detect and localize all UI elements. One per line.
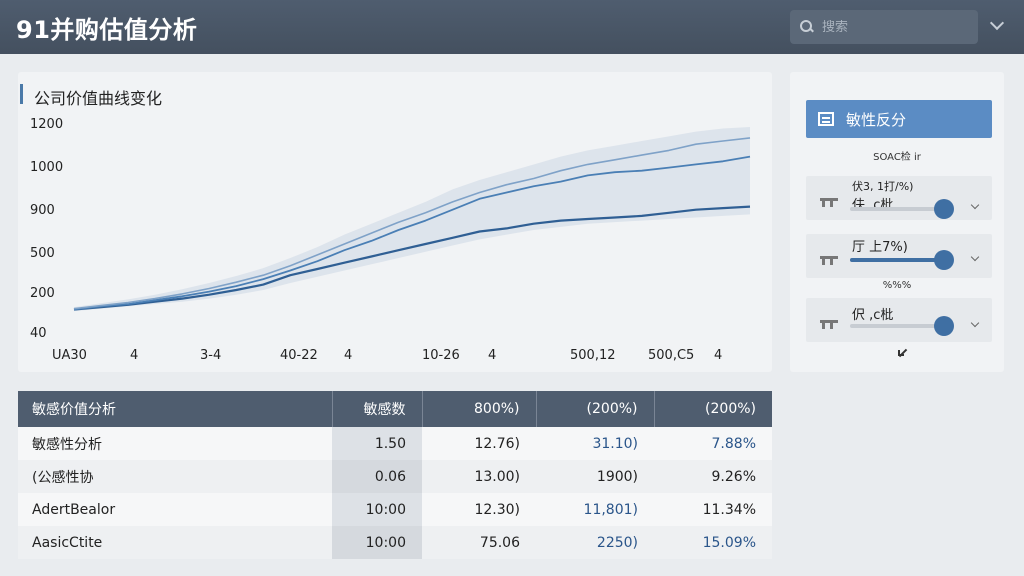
column-header[interactable]: 800%) <box>421 391 536 427</box>
slider-knob-3[interactable] <box>934 316 954 336</box>
slider-track-2[interactable] <box>850 258 952 262</box>
table-cell: 2250) <box>536 526 654 559</box>
table-cell: 31.10) <box>536 427 654 460</box>
slider-icon <box>820 256 838 266</box>
sensitivity-button-label: 敏性反分 <box>846 110 907 129</box>
search-box[interactable] <box>790 10 978 44</box>
x-tick-label: 4 <box>488 348 496 363</box>
table-row[interactable]: 敏感性分析 1.50 12.76) 31.10) 7.88% <box>18 427 772 460</box>
sensitivity-button[interactable]: 敏性反分 <box>806 100 992 138</box>
x-tick-label: 4 <box>130 348 138 363</box>
table-cell: 12.76) <box>422 427 536 460</box>
sensitivity-panel: 敏性反分 SOAC检 ir 伏3, 1打/%) 伕 ,c枇 厅 上7%) %%%… <box>790 72 1004 372</box>
column-header[interactable]: (200%) <box>653 391 772 427</box>
table-cell: 9.26% <box>654 460 772 493</box>
slider-knob-2[interactable] <box>934 250 954 270</box>
panel-caption: SOAC检 ir <box>873 152 921 163</box>
x-tick-label: 40-22 <box>280 348 318 363</box>
chevron-down-icon[interactable] <box>970 202 980 212</box>
app-header: 91并购估值分析 <box>0 0 1024 54</box>
x-tick-label: 4 <box>344 348 352 363</box>
app-title: 91并购估值分析 <box>16 15 198 44</box>
confidence-band <box>74 127 750 312</box>
title-accent-bar <box>20 84 23 104</box>
x-tick-label: UA30 <box>52 348 87 363</box>
document-icon <box>818 112 834 126</box>
slider-icon <box>820 320 838 330</box>
table-cell: AasicCtite <box>18 526 332 559</box>
table-row[interactable]: (公感性协 0.06 13.00) 1900) 9.26% <box>18 460 772 493</box>
slider-card-2: 厅 上7%) <box>806 234 992 278</box>
column-header[interactable]: 敏感数 <box>331 391 422 427</box>
chevron-down-icon[interactable] <box>970 320 980 330</box>
series-line-1 <box>73 205 751 311</box>
x-tick-label: 500,C5 <box>648 348 694 363</box>
table-cell: 75.06 <box>422 526 536 559</box>
slider-fill <box>850 258 942 262</box>
chevron-down-icon[interactable] <box>990 18 1004 32</box>
slider-track-3[interactable] <box>850 324 952 328</box>
sensitivity-table: 敏感价值分析 敏感数 800%) (200%) (200%) 敏感性分析 1.5… <box>18 391 772 559</box>
table-cell: 0.06 <box>332 460 422 493</box>
search-input[interactable] <box>822 19 962 35</box>
y-tick-label: 1000 <box>30 160 63 175</box>
table-cell: 10:00 <box>332 493 422 526</box>
table-cell: 15.09% <box>654 526 772 559</box>
slider-card-1: 伏3, 1打/%) 伕 ,c枇 <box>806 176 992 220</box>
x-tick-label: 3-4 <box>200 348 221 363</box>
series-line-2 <box>73 155 751 311</box>
slider-label-1: 伏3, 1打/%) <box>852 180 914 193</box>
search-icon[interactable] <box>800 20 814 34</box>
chevron-down-icon[interactable] <box>970 254 980 264</box>
y-tick-label: 500 <box>30 246 55 261</box>
y-tick-label: 1200 <box>30 117 63 132</box>
column-header[interactable]: 敏感价值分析 <box>18 391 332 427</box>
slider-label-3: 伬 ,c枇 <box>852 308 894 323</box>
table-row[interactable]: AasicCtite 10:00 75.06 2250) 15.09% <box>18 526 772 559</box>
table-header-row: 敏感价值分析 敏感数 800%) (200%) (200%) <box>18 391 772 427</box>
table-cell: 13.00) <box>422 460 536 493</box>
table-cell: 12.30) <box>422 493 536 526</box>
x-tick-label: 4 <box>714 348 722 363</box>
slider-track-1[interactable] <box>850 207 952 211</box>
panel-caption-mid: %%% <box>882 280 912 291</box>
slider-card-3: 伬 ,c枇 <box>806 298 992 342</box>
cursor-icon <box>898 348 908 358</box>
table-cell: (公感性协 <box>18 460 332 493</box>
chart-panel: 公司价值曲线变化 1200 1000 900 500 200 40 UA30 4 3-4 40-2… <box>18 72 772 372</box>
table-cell: 7.88% <box>654 427 772 460</box>
slider-icon <box>820 198 838 208</box>
slider-knob-1[interactable] <box>934 199 954 219</box>
table-row[interactable]: AdertBealor 10:00 12.30) 11,801) 11.34% <box>18 493 772 526</box>
table-cell: AdertBealor <box>18 493 332 526</box>
y-tick-label: 200 <box>30 286 55 301</box>
value-line-chart: 1200 1000 900 500 200 40 UA30 4 3-4 40-22 4 10-26 4 5… <box>30 117 751 363</box>
y-tick-label: 900 <box>30 203 55 218</box>
table-cell: 1.50 <box>332 427 422 460</box>
table-cell: 1900) <box>536 460 654 493</box>
column-header[interactable]: (200%) <box>535 391 654 427</box>
table-cell: 敏感性分析 <box>18 427 332 460</box>
x-tick-label: 10-26 <box>422 348 460 363</box>
table-cell: 11.34% <box>654 493 772 526</box>
table-cell: 11,801) <box>536 493 654 526</box>
slider-label-2: 厅 上7%) <box>852 240 908 255</box>
table-cell: 10:00 <box>332 526 422 559</box>
chart-title: 公司价值曲线变化 <box>34 89 163 108</box>
y-tick-label: 40 <box>30 326 47 341</box>
x-tick-label: 500,12 <box>570 348 616 363</box>
series-line-3 <box>73 137 751 310</box>
